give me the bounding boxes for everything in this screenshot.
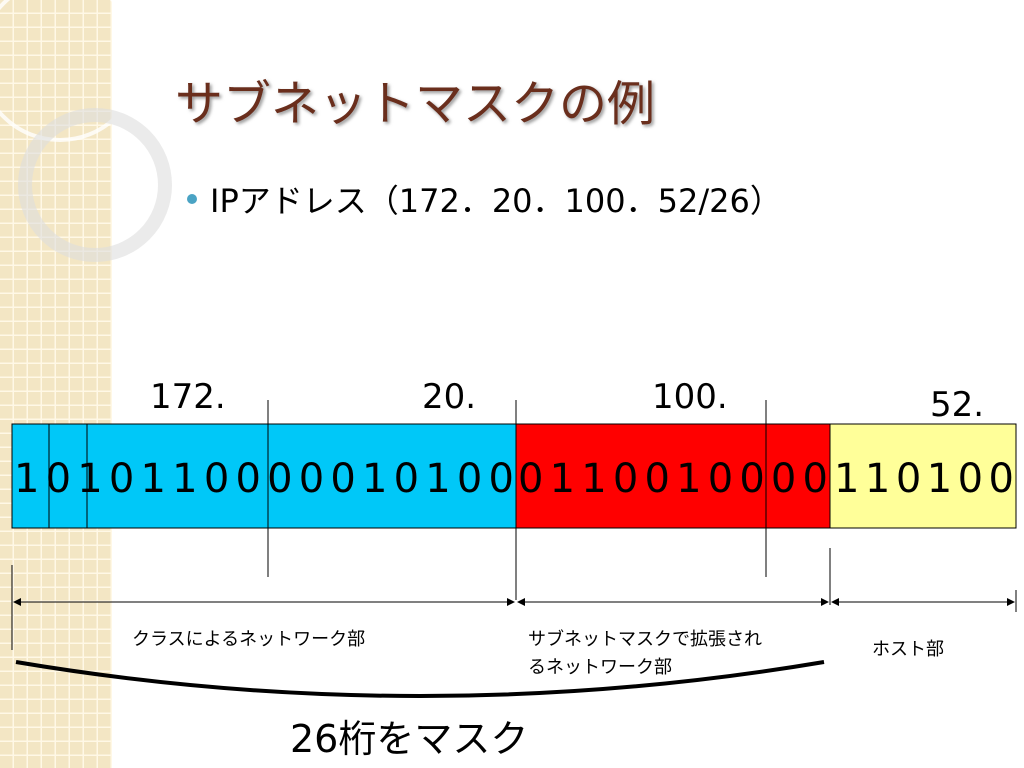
mask-label: 26桁をマスク [290, 717, 528, 761]
octet-label: 20. [422, 377, 476, 417]
section-label: サブネットマスクで拡張され [528, 628, 762, 650]
bullet-dot [187, 194, 197, 204]
mask-brace [15, 660, 825, 698]
network-block [11, 423, 517, 529]
section-label: るネットワーク部 [528, 657, 672, 678]
octet-label: 52. [930, 385, 984, 425]
octet-label: 100. [652, 377, 728, 417]
deco-circle [0, 0, 142, 142]
section-label: クラスによるネットワーク部 [132, 629, 365, 650]
title: サブネットマスクの例 [175, 76, 655, 132]
octet-label: 172. [150, 377, 226, 417]
deco-circle [18, 108, 172, 262]
bullet-text: IPアドレス（172．20．100．52/26） [210, 182, 782, 220]
section-label: ホスト部 [872, 639, 944, 660]
host-block [829, 423, 1017, 529]
